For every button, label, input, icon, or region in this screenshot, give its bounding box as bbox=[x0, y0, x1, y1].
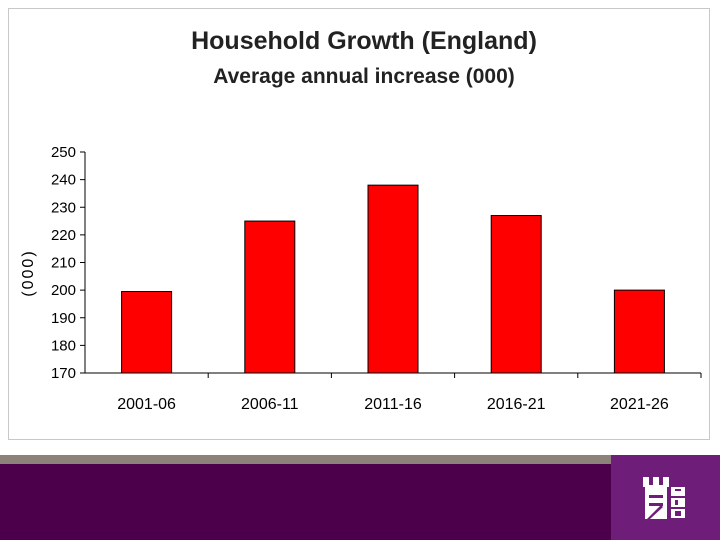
bar-2016-21 bbox=[490, 215, 542, 374]
chart-title: Household Growth (England) bbox=[191, 27, 537, 55]
x-categories: 2001-06 2006-11 2011-16 2016-21 2021-26 bbox=[117, 373, 702, 413]
hbf-castle-logo-icon bbox=[643, 477, 685, 519]
logo-panel bbox=[611, 455, 720, 540]
x-category-label: 2011-16 bbox=[364, 396, 422, 413]
y-tick-label: 250 bbox=[51, 144, 76, 161]
chart-frame: Household Growth (England) Average annua… bbox=[8, 8, 710, 440]
y-tick-label: 180 bbox=[51, 337, 76, 354]
y-tick-label: 190 bbox=[51, 310, 76, 327]
axes bbox=[84, 152, 701, 374]
footer-divider bbox=[0, 455, 720, 464]
chart-subtitle: Average annual increase (000) bbox=[213, 65, 515, 88]
y-tick-label: 240 bbox=[51, 172, 76, 189]
bar-2011-16 bbox=[367, 184, 419, 374]
x-category-label: 2021-26 bbox=[610, 396, 669, 413]
footer-bar bbox=[0, 464, 720, 540]
x-category-label: 2001-06 bbox=[117, 396, 176, 413]
bar-2001-06 bbox=[121, 291, 173, 374]
bar-2021-26 bbox=[613, 289, 665, 374]
y-axis-label: (000) bbox=[20, 249, 37, 296]
bar-2006-11 bbox=[244, 220, 296, 374]
y-tick-label: 200 bbox=[51, 282, 76, 299]
x-category-label: 2016-21 bbox=[487, 396, 546, 413]
y-tick-label: 170 bbox=[51, 365, 76, 382]
y-ticks: 170 180 190 200 210 220 230 240 250 bbox=[51, 144, 85, 382]
y-tick-label: 230 bbox=[51, 199, 76, 216]
y-tick-label: 210 bbox=[51, 255, 76, 272]
y-tick-label: 220 bbox=[51, 227, 76, 244]
x-category-label: 2006-11 bbox=[241, 396, 299, 413]
bar-chart: Household Growth (England) Average annua… bbox=[20, 27, 702, 413]
bars bbox=[121, 184, 665, 374]
